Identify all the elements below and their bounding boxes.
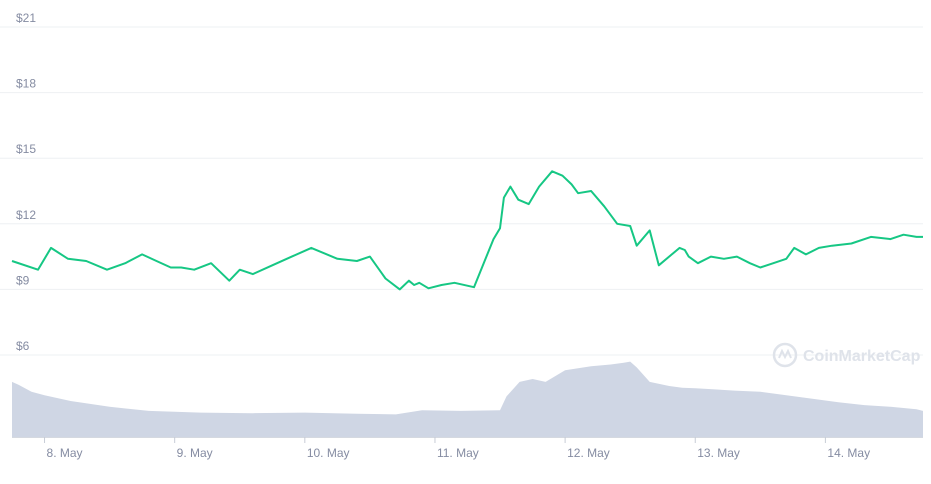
coinmarketcap-logo-icon [772, 342, 798, 368]
y-tick-label: $18 [16, 77, 36, 91]
volume-area [12, 361, 923, 437]
y-tick-label: $12 [16, 208, 36, 222]
y-tick-label: $15 [16, 142, 36, 156]
x-tick-label: 14. May [827, 446, 870, 460]
price-layer [11, 170, 923, 291]
x-tick-label: 9. May [177, 446, 213, 460]
x-tick-label: 8. May [47, 446, 83, 460]
x-tick-label: 11. May [437, 446, 479, 460]
x-tick-label: 10. May [307, 446, 350, 460]
y-tick-label: $21 [16, 11, 36, 25]
y-grid [0, 26, 923, 356]
volume-layer [12, 361, 923, 437]
price-line [11, 170, 923, 291]
x-tick-label: 12. May [567, 446, 610, 460]
x-tick-label: 13. May [697, 446, 740, 460]
y-tick-label: $6 [16, 339, 30, 353]
y-tick-label: $9 [16, 273, 30, 287]
watermark-text: CoinMarketCap [803, 348, 921, 365]
x-axis: 8. May 9. May 10. May 11. May 12. May 13. May… [12, 437, 923, 460]
y-axis-labels: $21 $18 $15 $12 $9 $6 [16, 11, 36, 353]
coinmarketcap-watermark: CoinMarketCap [772, 342, 921, 368]
